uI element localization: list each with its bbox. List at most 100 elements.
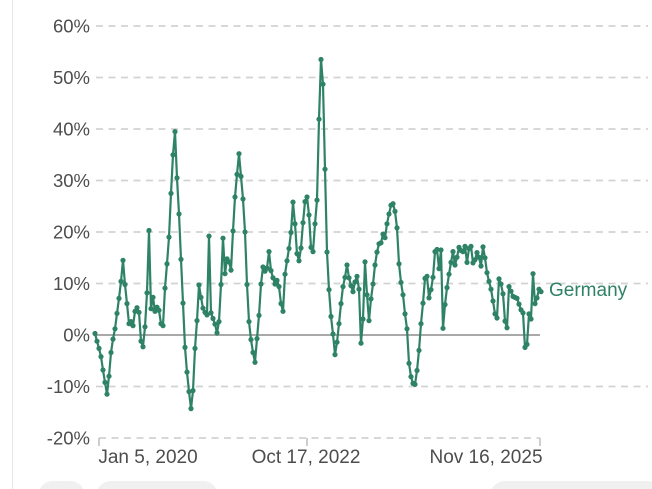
series-point xyxy=(234,171,240,177)
series-point xyxy=(232,194,238,200)
footer-button-2[interactable] xyxy=(96,481,218,489)
series-point xyxy=(292,221,298,227)
series-point xyxy=(478,263,484,269)
series-point xyxy=(504,325,510,331)
panel-left-divider xyxy=(12,0,13,489)
series-point xyxy=(444,285,450,291)
series-point xyxy=(390,201,396,207)
series-point xyxy=(92,330,98,337)
series-point xyxy=(490,298,496,304)
series-point xyxy=(196,282,202,288)
series-point xyxy=(358,340,364,346)
series-point xyxy=(116,295,122,301)
series-point xyxy=(150,294,156,300)
series-point xyxy=(212,321,218,327)
series-point xyxy=(408,374,414,380)
series-point xyxy=(452,262,458,268)
series-point xyxy=(400,292,406,298)
series-point xyxy=(144,290,150,296)
series-point xyxy=(486,278,492,284)
series-point xyxy=(294,251,300,257)
series-point xyxy=(156,307,162,313)
series-point xyxy=(374,249,380,255)
series-point xyxy=(300,220,306,226)
series-point xyxy=(324,249,330,255)
series-point xyxy=(316,116,322,122)
series-point xyxy=(424,273,430,279)
series-point xyxy=(206,233,212,239)
series-point xyxy=(460,249,466,255)
series-point xyxy=(160,323,166,329)
series-point xyxy=(118,278,124,284)
series-point xyxy=(220,235,226,241)
series-point xyxy=(532,301,538,307)
series-point xyxy=(336,321,342,327)
series-point xyxy=(122,281,128,288)
series-point xyxy=(338,301,344,307)
series-point xyxy=(482,255,488,261)
series-point xyxy=(320,81,326,87)
series-point xyxy=(454,254,460,260)
series-point xyxy=(186,389,192,395)
series-point xyxy=(112,326,118,332)
series-label-germany: Germany xyxy=(549,280,628,301)
series-point xyxy=(286,245,292,252)
series-point xyxy=(514,295,520,301)
series-point xyxy=(310,249,316,255)
series-point xyxy=(506,284,512,290)
series-point xyxy=(258,281,264,287)
series-point xyxy=(254,336,260,342)
series-point xyxy=(448,259,454,265)
series-point xyxy=(238,173,244,179)
series-point xyxy=(508,288,514,294)
series-point xyxy=(314,197,320,203)
series-point xyxy=(302,199,308,205)
footer-button-1[interactable] xyxy=(38,481,85,489)
series-point xyxy=(120,257,126,263)
series-point xyxy=(288,229,294,236)
series-point xyxy=(204,312,210,318)
series-point xyxy=(96,345,102,351)
series-point xyxy=(222,271,228,277)
series-point xyxy=(356,286,362,292)
series-point xyxy=(308,244,314,250)
series-point xyxy=(94,338,100,344)
series-point xyxy=(360,316,366,322)
series-point xyxy=(428,287,434,293)
series-point xyxy=(430,274,436,280)
y-axis-tick-label: 30% xyxy=(53,170,90,191)
series-point xyxy=(228,267,234,273)
series-point xyxy=(252,359,258,365)
series-point xyxy=(172,129,178,135)
series-point xyxy=(176,211,182,217)
series-point xyxy=(442,302,448,308)
series-point xyxy=(250,349,256,356)
series-point xyxy=(516,301,522,307)
series-point xyxy=(146,227,152,234)
series-point xyxy=(264,265,270,271)
series-point xyxy=(364,292,370,298)
series-point xyxy=(494,315,500,321)
y-axis-tick-label: 50% xyxy=(53,67,90,88)
series-point xyxy=(134,305,140,311)
series-point xyxy=(216,319,222,325)
footer-button-3[interactable] xyxy=(490,481,652,489)
series-point xyxy=(502,318,508,324)
series-point xyxy=(498,281,504,287)
series-point xyxy=(420,300,426,306)
series-point xyxy=(190,388,196,394)
series-point xyxy=(348,283,354,289)
series-point xyxy=(270,275,276,281)
series-point xyxy=(284,258,290,264)
series-point xyxy=(488,286,494,292)
series-point xyxy=(104,391,110,397)
series-point xyxy=(474,250,480,256)
series-point xyxy=(198,294,204,300)
x-axis-tick-label: Nov 16, 2025 xyxy=(429,447,542,468)
series-point xyxy=(382,235,388,241)
series-point xyxy=(240,196,246,202)
series-point xyxy=(268,268,274,274)
series-point xyxy=(210,315,216,322)
series-point xyxy=(102,379,108,385)
